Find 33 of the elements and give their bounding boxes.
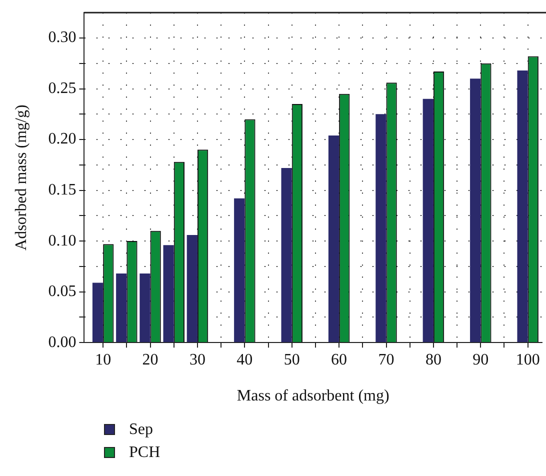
y-tick-label: 0.20 xyxy=(48,130,76,148)
x-tick-label: 50 xyxy=(284,351,300,368)
bar xyxy=(376,114,386,342)
x-tick-label: 70 xyxy=(378,351,394,368)
bar xyxy=(186,234,198,342)
bar xyxy=(92,282,104,342)
y-tick-label: 0.00 xyxy=(48,334,76,351)
x-tick-label: 100 xyxy=(516,351,540,368)
x-tick-label: 30 xyxy=(189,351,206,368)
bar xyxy=(517,70,528,342)
y-axis-title: Adsorbed mass (mg/g) xyxy=(12,104,30,250)
y-tick-label: 0.25 xyxy=(48,80,76,97)
y-tick-label: 0.05 xyxy=(48,283,76,300)
bar xyxy=(163,245,174,342)
bar xyxy=(470,78,481,342)
legend-label: PCH xyxy=(129,444,160,462)
y-tick-label: 0.30 xyxy=(48,29,76,46)
y-tick-label: 0.10 xyxy=(48,232,76,250)
x-tick-label: 60 xyxy=(331,351,348,368)
x-tick-label: 80 xyxy=(425,351,442,368)
x-tick-label: 10 xyxy=(95,351,112,368)
x-tick-label: 40 xyxy=(236,351,253,368)
x-tick-label: 20 xyxy=(142,351,158,368)
bar xyxy=(234,198,245,342)
bar xyxy=(281,168,292,342)
legend-label: Sep xyxy=(129,420,153,438)
bar xyxy=(116,274,127,342)
bar xyxy=(328,135,340,342)
y-tick-label: 0.15 xyxy=(48,181,76,198)
x-tick-label: 90 xyxy=(472,351,489,368)
bar xyxy=(140,274,150,342)
x-axis-title: Mass of adsorbent (mg) xyxy=(236,388,390,405)
bar xyxy=(422,98,434,342)
